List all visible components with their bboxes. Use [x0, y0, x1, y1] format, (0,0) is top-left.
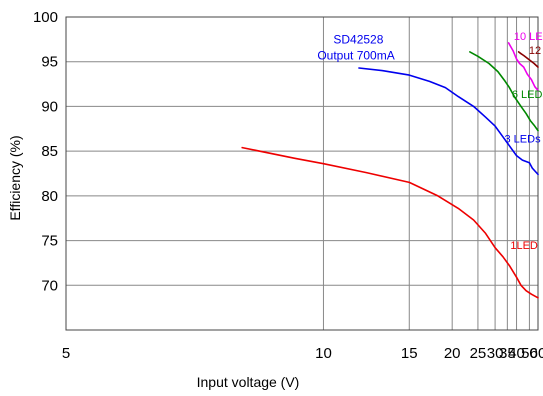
- x-axis-label: Input voltage (V): [197, 374, 300, 390]
- x-tick-label: 35: [499, 345, 516, 362]
- x-tick-label: 60: [530, 345, 543, 362]
- grid: [66, 17, 538, 330]
- x-tick-label: 10: [315, 345, 332, 362]
- plot-frame: [65, 16, 539, 331]
- x-tick-label: 30: [487, 345, 504, 362]
- y-tick-label: 100: [33, 9, 58, 26]
- y-tick-label: 95: [41, 54, 58, 71]
- series-label-0: 1LED: [510, 240, 538, 252]
- y-tick-label: 80: [41, 188, 58, 205]
- series-labels: 1LED 3 LEDs 6 LEDs 10 LEDs 12 LEDs: [505, 31, 543, 252]
- series-label-2: 6 LEDs: [512, 89, 543, 101]
- x-tick-label: 25: [470, 345, 487, 362]
- y-axis-label: Efficiency (%): [7, 135, 23, 220]
- annotations: SD42528 Output 700mA: [317, 32, 394, 62]
- x-tick-label: 15: [401, 345, 418, 362]
- series-label-4: 12 LEDs: [529, 45, 543, 57]
- series-line-2: [469, 51, 539, 132]
- x-tick-label: 5: [62, 345, 70, 362]
- series-label-3: 10 LEDs: [514, 31, 543, 43]
- series-line-4: [517, 51, 539, 68]
- y-tick-label: 75: [41, 233, 58, 250]
- y-tick-label: 90: [41, 98, 58, 115]
- y-tick-labels: 70 75 80 85 90 95 100: [33, 9, 58, 294]
- annotation-0: SD42528 Output 700mA: [317, 32, 394, 62]
- x-tick-label: 40: [508, 345, 525, 362]
- annotation-line: Output 700mA: [317, 48, 394, 62]
- x-tick-label: 50: [521, 345, 538, 362]
- y-tick-label: 70: [41, 277, 58, 294]
- y-tick-label: 85: [41, 143, 58, 160]
- series-line-3: [507, 42, 539, 92]
- series-line-1: [358, 67, 539, 176]
- annotation-line: SD42528: [333, 32, 383, 46]
- series-label-1: 3 LEDs: [505, 134, 542, 146]
- x-tick-label: 20: [444, 345, 461, 362]
- series-lines: [241, 42, 539, 299]
- series-line-0: [241, 146, 539, 299]
